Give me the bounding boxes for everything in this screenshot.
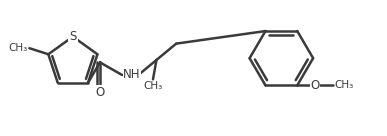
- Text: CH₃: CH₃: [334, 80, 353, 90]
- Text: NH: NH: [123, 68, 141, 81]
- Text: CH₃: CH₃: [143, 81, 163, 91]
- Text: O: O: [95, 86, 104, 99]
- Text: CH₃: CH₃: [8, 43, 27, 53]
- Text: O: O: [310, 79, 320, 92]
- Text: S: S: [69, 30, 77, 43]
